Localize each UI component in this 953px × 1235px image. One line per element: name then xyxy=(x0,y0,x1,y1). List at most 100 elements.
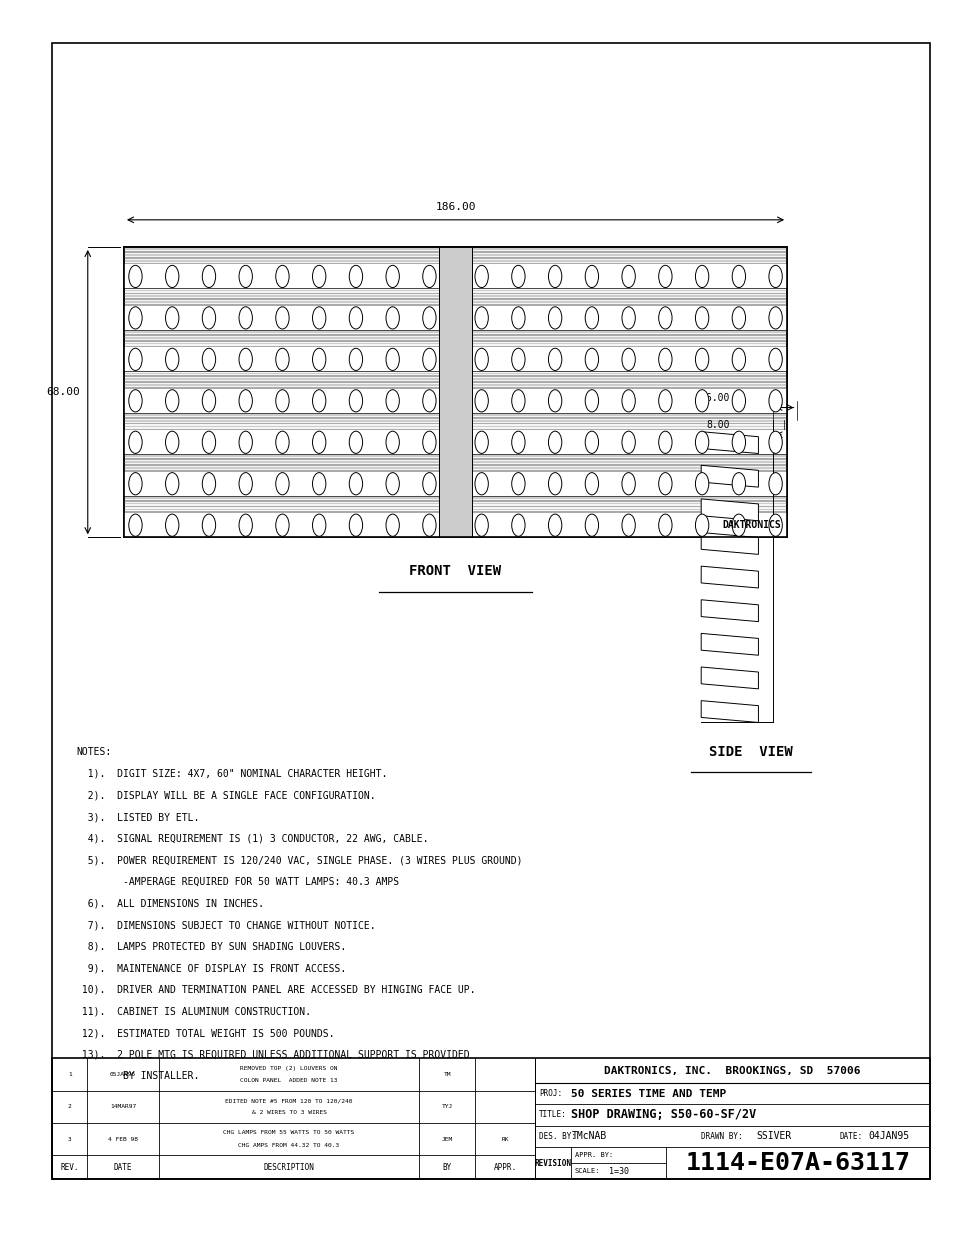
Bar xyxy=(472,420,786,421)
Bar xyxy=(472,257,786,258)
Text: 7).  DIMENSIONS SUBJECT TO CHANGE WITHOUT NOTICE.: 7). DIMENSIONS SUBJECT TO CHANGE WITHOUT… xyxy=(76,920,375,930)
Ellipse shape xyxy=(275,473,289,495)
Ellipse shape xyxy=(349,266,362,288)
Ellipse shape xyxy=(129,348,142,370)
Bar xyxy=(472,500,786,501)
Bar xyxy=(472,340,786,342)
Ellipse shape xyxy=(475,266,488,288)
Bar xyxy=(124,301,438,303)
Bar xyxy=(472,346,786,347)
Text: TM: TM xyxy=(443,1072,451,1077)
Text: 1114-E07A-63117: 1114-E07A-63117 xyxy=(684,1151,909,1174)
Ellipse shape xyxy=(202,266,215,288)
Ellipse shape xyxy=(275,390,289,412)
Ellipse shape xyxy=(584,514,598,536)
Bar xyxy=(124,248,438,249)
Ellipse shape xyxy=(731,473,744,495)
Ellipse shape xyxy=(658,473,671,495)
Ellipse shape xyxy=(658,431,671,453)
Bar xyxy=(124,422,438,425)
Ellipse shape xyxy=(239,473,253,495)
Bar xyxy=(472,382,786,383)
Ellipse shape xyxy=(621,473,635,495)
Bar xyxy=(124,387,438,389)
Text: TMcNAB: TMcNAB xyxy=(571,1131,606,1141)
Ellipse shape xyxy=(349,306,362,329)
Bar xyxy=(124,264,786,289)
Ellipse shape xyxy=(548,390,561,412)
Bar xyxy=(124,290,438,291)
Ellipse shape xyxy=(166,390,179,412)
Polygon shape xyxy=(700,566,758,588)
Bar xyxy=(124,337,438,338)
Ellipse shape xyxy=(129,306,142,329)
Ellipse shape xyxy=(768,390,781,412)
Ellipse shape xyxy=(658,348,671,370)
Ellipse shape xyxy=(166,431,179,453)
Text: 186.00: 186.00 xyxy=(435,203,476,212)
Bar xyxy=(124,458,438,461)
Ellipse shape xyxy=(695,306,708,329)
Text: 16.00: 16.00 xyxy=(700,393,729,403)
Bar xyxy=(472,299,786,300)
Polygon shape xyxy=(700,466,758,487)
Text: RK: RK xyxy=(500,1136,508,1141)
Ellipse shape xyxy=(275,514,289,536)
Polygon shape xyxy=(700,667,758,689)
Text: COLON PANEL  ADDED NOTE 13: COLON PANEL ADDED NOTE 13 xyxy=(240,1078,337,1083)
Bar xyxy=(52,1058,929,1179)
Ellipse shape xyxy=(731,390,744,412)
Ellipse shape xyxy=(768,266,781,288)
Bar xyxy=(124,414,438,416)
Ellipse shape xyxy=(422,266,436,288)
Ellipse shape xyxy=(349,514,362,536)
Ellipse shape xyxy=(548,348,561,370)
Ellipse shape xyxy=(731,306,744,329)
Bar xyxy=(472,505,786,508)
Bar xyxy=(124,247,786,537)
Ellipse shape xyxy=(768,514,781,536)
Ellipse shape xyxy=(386,266,399,288)
Bar xyxy=(124,464,438,466)
Bar xyxy=(124,471,438,472)
Ellipse shape xyxy=(511,514,524,536)
Ellipse shape xyxy=(768,348,781,370)
Text: 3: 3 xyxy=(68,1136,71,1141)
Bar xyxy=(124,456,438,457)
Ellipse shape xyxy=(768,306,781,329)
Text: SSIVER: SSIVER xyxy=(756,1131,791,1141)
Bar xyxy=(124,503,438,504)
Bar xyxy=(124,511,438,514)
Text: PROJ:: PROJ: xyxy=(538,1089,561,1098)
Text: 6).  ALL DIMENSIONS IN INCHES.: 6). ALL DIMENSIONS IN INCHES. xyxy=(76,899,264,909)
Bar xyxy=(472,458,786,461)
Ellipse shape xyxy=(548,473,561,495)
Text: DAKTRONICS, INC.  BROOKINGS, SD  57006: DAKTRONICS, INC. BROOKINGS, SD 57006 xyxy=(604,1066,860,1076)
Bar xyxy=(472,456,786,457)
Ellipse shape xyxy=(386,473,399,495)
Text: 4).  SIGNAL REQUIREMENT IS (1) 3 CONDUCTOR, 22 AWG, CABLE.: 4). SIGNAL REQUIREMENT IS (1) 3 CONDUCTO… xyxy=(76,834,428,844)
Bar xyxy=(472,248,786,249)
Ellipse shape xyxy=(511,390,524,412)
Ellipse shape xyxy=(386,431,399,453)
Text: 1).  DIGIT SIZE: 4X7, 60" NOMINAL CHARACTER HEIGHT.: 1). DIGIT SIZE: 4X7, 60" NOMINAL CHARACT… xyxy=(76,768,387,779)
Bar xyxy=(472,304,786,306)
Bar xyxy=(472,337,786,338)
Text: 2).  DISPLAY WILL BE A SINGLE FACE CONFIGURATION.: 2). DISPLAY WILL BE A SINGLE FACE CONFIG… xyxy=(76,790,375,800)
Ellipse shape xyxy=(386,348,399,370)
Ellipse shape xyxy=(695,431,708,453)
Text: 13).  2 POLE MTG IS REQUIRED UNLESS ADDITIONAL SUPPORT IS PROVIDED: 13). 2 POLE MTG IS REQUIRED UNLESS ADDIT… xyxy=(76,1050,470,1060)
Text: 11).  CABINET IS ALUMINUM CONSTRUCTION.: 11). CABINET IS ALUMINUM CONSTRUCTION. xyxy=(76,1007,311,1016)
Text: 8.00: 8.00 xyxy=(705,420,729,430)
Bar xyxy=(472,417,786,419)
Polygon shape xyxy=(700,532,758,555)
Ellipse shape xyxy=(313,390,326,412)
Ellipse shape xyxy=(621,514,635,536)
Polygon shape xyxy=(700,600,758,621)
Ellipse shape xyxy=(511,266,524,288)
Text: FRONT  VIEW: FRONT VIEW xyxy=(409,564,501,578)
Ellipse shape xyxy=(239,390,253,412)
Ellipse shape xyxy=(166,266,179,288)
Ellipse shape xyxy=(584,431,598,453)
Ellipse shape xyxy=(349,348,362,370)
